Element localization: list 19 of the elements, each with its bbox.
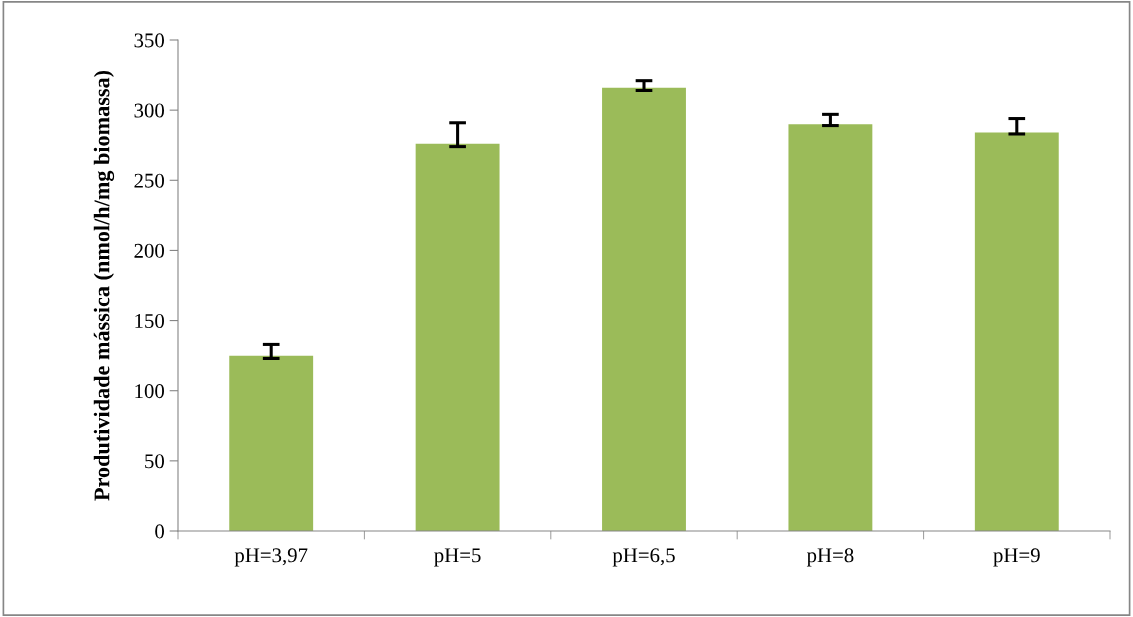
y-tick-label: 250: [134, 173, 165, 188]
bar: [229, 355, 314, 531]
y-tick-label: 350: [134, 33, 165, 48]
x-tick-label: pH=3,97: [234, 548, 308, 567]
y-tick-label: 50: [145, 454, 165, 469]
y-tick-label: 150: [135, 313, 165, 328]
y-tick-label: 100: [135, 384, 165, 399]
x-tick-label: pH=5: [434, 548, 481, 567]
y-axis-title: Produtividade mássica (nmol/h/mg biomassa): [93, 70, 115, 501]
y-tick-label: 300: [134, 103, 165, 118]
x-tick-label: pH=8: [806, 548, 854, 567]
bar: [788, 124, 873, 531]
x-tick-label: pH=6,5: [612, 548, 675, 567]
x-tick-label: pH=9: [993, 548, 1040, 567]
bar: [415, 143, 500, 531]
y-tick-label: 0: [155, 524, 165, 539]
bar: [974, 132, 1059, 531]
y-tick-label: 200: [134, 243, 165, 258]
bar: [602, 87, 686, 531]
